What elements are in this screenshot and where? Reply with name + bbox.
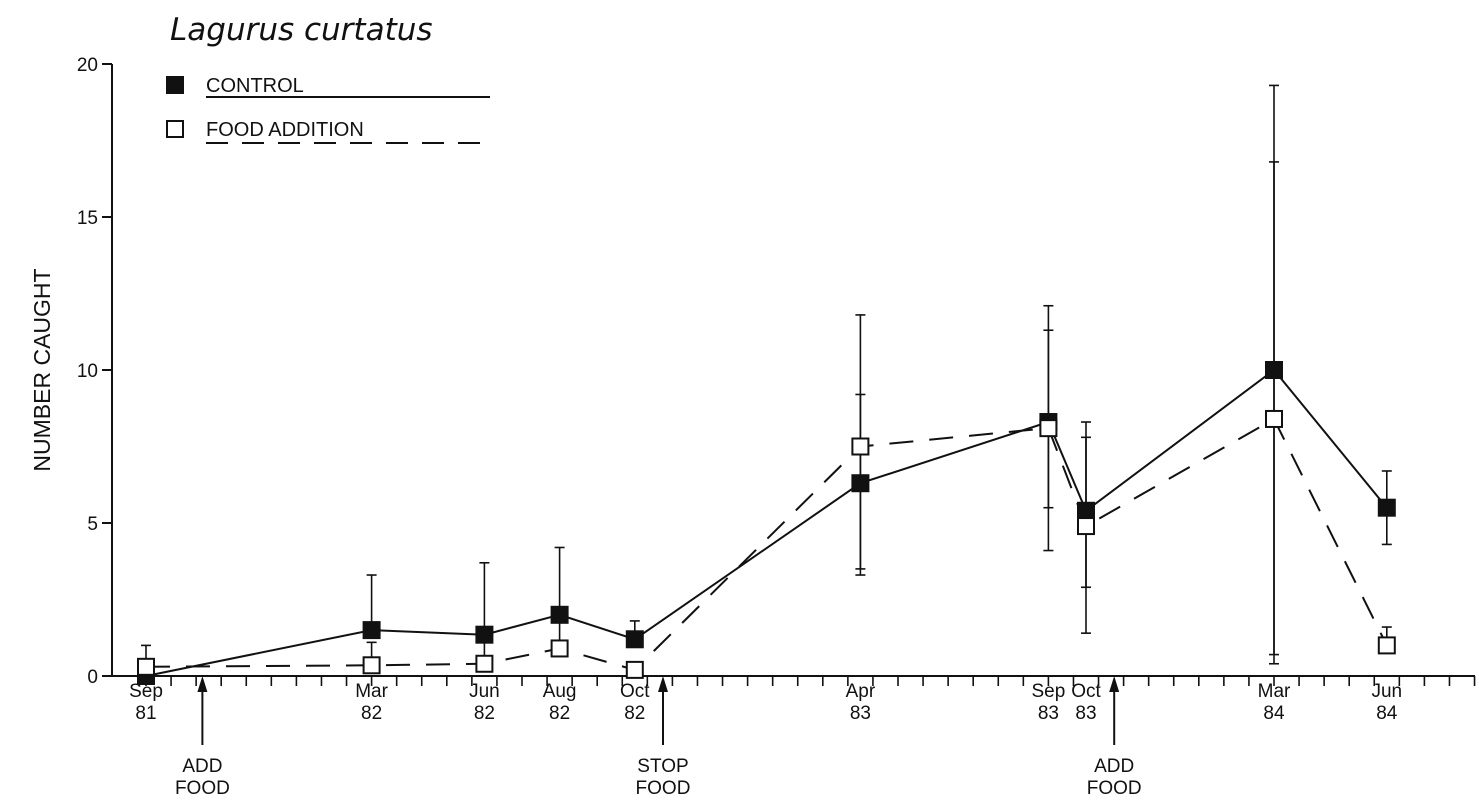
control-point — [362, 621, 381, 640]
x-category-year: 82 — [361, 703, 382, 724]
event-label-line2: FOOD — [175, 778, 230, 799]
event-arrow-head — [658, 676, 668, 692]
control-point — [550, 605, 569, 624]
x-category-year: 83 — [1038, 703, 1059, 724]
event-arrow-head — [197, 676, 208, 692]
event-arrow-head — [1109, 676, 1120, 692]
food-addition-point — [851, 437, 870, 456]
x-category-month: Sep — [1031, 681, 1065, 702]
legend-control-marker — [166, 76, 184, 94]
legend-food-marker — [166, 120, 184, 138]
event-label-line1: ADD — [1094, 756, 1134, 777]
x-category-month: Oct — [620, 681, 650, 702]
control-point — [851, 474, 870, 493]
control-point — [1377, 498, 1396, 517]
food-addition-point — [1265, 409, 1283, 428]
x-category-month: Oct — [1071, 681, 1101, 702]
x-category-year: 83 — [850, 703, 871, 724]
chart-title: Lagurus curtatus — [170, 12, 433, 48]
y-tick-label: 10 — [77, 361, 98, 382]
x-category-year: 83 — [1075, 703, 1096, 724]
legend: CONTROL FOOD ADDITION — [166, 75, 490, 144]
control-point — [1077, 501, 1095, 520]
food-addition-point — [362, 656, 381, 675]
y-tick-label: 5 — [87, 514, 98, 535]
food-addition-point — [137, 657, 155, 676]
x-category-month: Apr — [846, 681, 876, 702]
event-label-line1: ADD — [182, 756, 222, 777]
x-category-month: Mar — [1258, 681, 1291, 702]
food-addition-point — [1077, 517, 1095, 536]
control-series-line — [145, 368, 1388, 677]
x-category-year: 82 — [624, 703, 645, 724]
event-label-line2: FOOD — [636, 778, 691, 799]
series-markers — [137, 361, 1396, 685]
legend-control-label: CONTROL — [206, 75, 304, 97]
control-point — [1265, 361, 1283, 379]
control-point — [625, 630, 644, 649]
x-category-month: Jun — [1371, 681, 1402, 702]
event-label-line1: STOP — [637, 756, 688, 777]
event-label-line2: FOOD — [1087, 778, 1142, 799]
series-lines — [145, 368, 1388, 677]
y-tick-label: 0 — [87, 667, 98, 688]
x-category-month: Jun — [469, 681, 500, 702]
y-tick-label: 15 — [77, 208, 98, 229]
food-addition-point — [1377, 636, 1396, 655]
y-tick-label: 20 — [77, 55, 98, 76]
axes: 05101520Sep81Mar82Jun82Aug82Oct82Apr83Se… — [77, 55, 1476, 724]
x-category-month: Mar — [355, 681, 388, 702]
food-addition-point — [550, 639, 569, 658]
x-category-year: 82 — [549, 703, 570, 724]
x-category-month: Sep — [129, 681, 163, 702]
x-category-year: 84 — [1263, 703, 1285, 724]
food-addition-point — [1039, 419, 1058, 438]
x-category-year: 81 — [135, 703, 156, 724]
control-point — [475, 625, 494, 644]
x-category-year: 82 — [474, 703, 495, 724]
food-addition-point — [625, 660, 644, 679]
food-addition-point — [475, 654, 494, 673]
x-category-year: 84 — [1376, 703, 1398, 724]
y-axis-label: NUMBER CAUGHT — [29, 268, 55, 471]
food-addition-series-line — [145, 417, 1388, 672]
error-bars — [141, 84, 1392, 667]
legend-food-label: FOOD ADDITION — [206, 119, 364, 141]
x-category-month: Aug — [543, 681, 577, 702]
